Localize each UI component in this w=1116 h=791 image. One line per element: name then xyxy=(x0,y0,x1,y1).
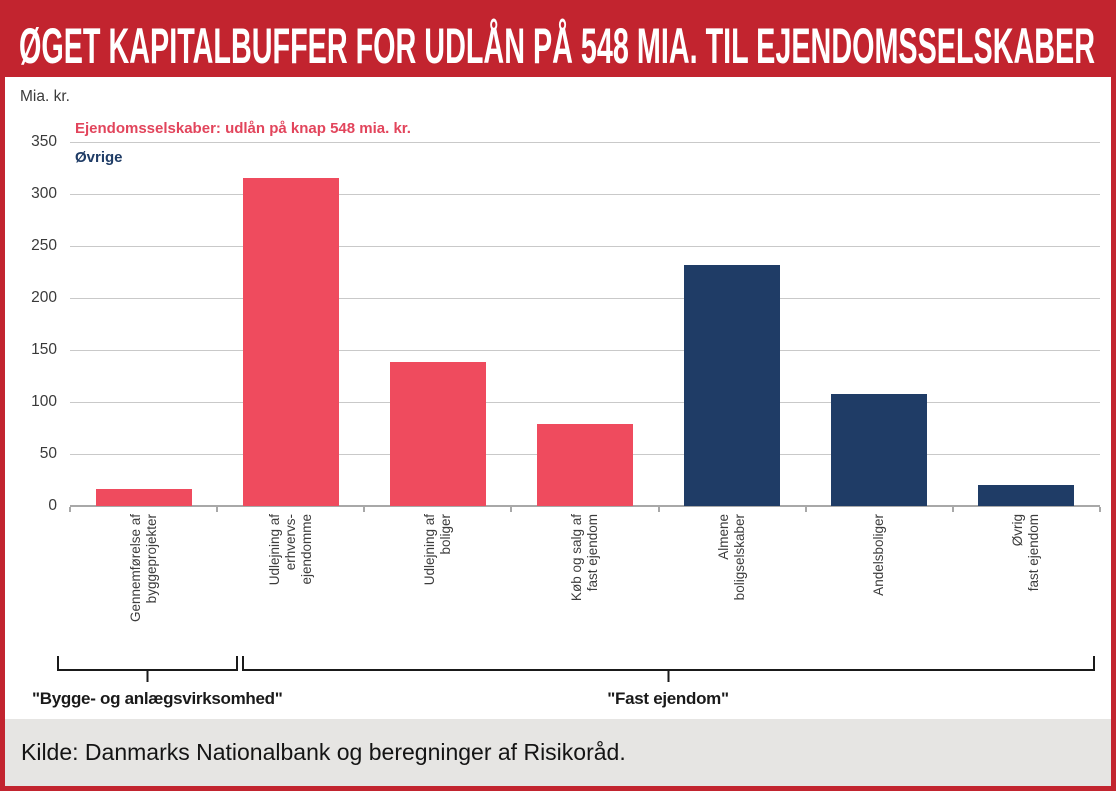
source-text: Kilde: Danmarks Nationalbank og beregnin… xyxy=(21,739,626,765)
y-tick-label: 100 xyxy=(31,393,57,410)
bar xyxy=(95,489,192,506)
group-label-bygge: "Bygge- og anlægsvirksomhed" xyxy=(32,689,283,708)
group-label-fast-ejendom: "Fast ejendom" xyxy=(607,689,729,708)
y-tick-label: 350 xyxy=(31,133,57,150)
x-axis-tick xyxy=(951,507,954,512)
y-tick-label: 150 xyxy=(31,341,57,358)
x-category-label: Andelsboliger xyxy=(871,514,887,596)
x-axis-tick xyxy=(216,507,219,512)
x-category-label: Gennemførelse af byggeprojekter xyxy=(127,514,159,623)
gridline xyxy=(70,350,1100,351)
x-axis-tick xyxy=(1099,507,1101,512)
x-category-label: Køb og salg af fast ejendom xyxy=(569,514,600,602)
gridline xyxy=(70,402,1100,403)
gridline xyxy=(70,194,1100,195)
gridline xyxy=(70,246,1100,247)
x-category-label: Øvrig fast ejendom xyxy=(1010,514,1042,592)
x-axis-tick xyxy=(363,507,366,512)
bar xyxy=(389,362,486,506)
y-tick-label: 0 xyxy=(48,497,57,514)
source-band: Kilde: Danmarks Nationalbank og beregnin… xyxy=(5,719,1111,786)
gridline xyxy=(70,298,1100,299)
x-axis-tick xyxy=(69,507,71,512)
bar xyxy=(242,178,339,506)
x-category-label: Almene boligselskaber xyxy=(716,514,748,601)
legend-item-ejendomsselskaber: Ejendomsselskaber: udlån på knap 548 mia… xyxy=(75,120,411,137)
x-axis-tick xyxy=(804,507,807,512)
title-banner: ØGET KAPITALBUFFER FOR UDLÅN PÅ 548 MIA.… xyxy=(5,5,1111,77)
y-tick-label: 200 xyxy=(31,289,57,306)
legend-item-ovrige: Øvrige xyxy=(75,149,123,166)
x-axis-line xyxy=(70,505,1100,507)
group-braces xyxy=(57,656,1095,682)
title-svg: ØGET KAPITALBUFFER FOR UDLÅN PÅ 548 MIA.… xyxy=(19,18,1095,74)
bar xyxy=(684,264,781,506)
group-brace xyxy=(242,656,1095,682)
y-tick-label: 250 xyxy=(31,237,57,254)
bar xyxy=(831,393,928,506)
bar xyxy=(537,423,633,506)
x-axis-tick xyxy=(510,507,513,512)
x-category-label: Udlejning af erhvervs- ejendomme xyxy=(266,514,314,586)
gridline xyxy=(70,142,1100,143)
figure-title: ØGET KAPITALBUFFER FOR UDLÅN PÅ 548 MIA.… xyxy=(19,18,1095,74)
bar xyxy=(978,485,1075,506)
y-tick-label: 50 xyxy=(39,445,57,462)
x-category-label: Udlejning af boliger xyxy=(421,514,453,586)
y-axis-unit-label: Mia. kr. xyxy=(20,88,70,105)
plot-area: 0 50 100 150 200 250 300 350 Gennemførelse af by… xyxy=(5,5,1111,786)
y-tick-label: 300 xyxy=(31,185,57,202)
x-axis-tick xyxy=(657,507,660,512)
group-brace xyxy=(57,656,238,682)
